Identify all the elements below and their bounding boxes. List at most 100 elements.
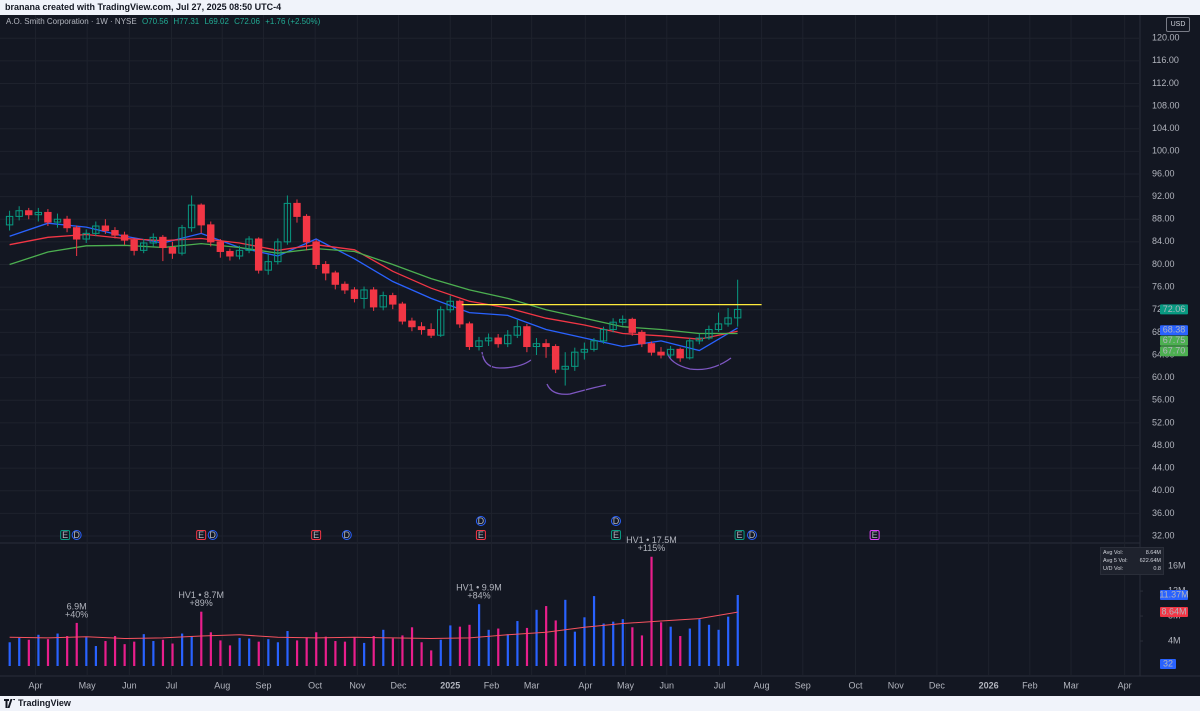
volume-bar (535, 609, 538, 666)
candle-body (302, 215, 311, 243)
event-label: D (73, 530, 80, 540)
logo (4, 699, 15, 708)
legend-open: O70.56 (141, 17, 169, 26)
volume-bar (190, 636, 193, 666)
candle-body (647, 343, 656, 353)
candle-body (513, 326, 522, 336)
y-tick-label: 44.00 (1152, 463, 1175, 473)
volume-average (9, 611, 738, 640)
volume-annotation: HV1 • 17.5M (626, 535, 677, 545)
volume-bar (18, 637, 21, 666)
candle-body (72, 227, 81, 240)
candle-body (178, 227, 186, 254)
price-badge (1160, 304, 1188, 315)
volume-bar (621, 619, 624, 666)
event-marker (60, 530, 71, 540)
candle-body (628, 318, 636, 333)
candle-body (408, 320, 416, 328)
candle-body (705, 329, 713, 339)
volume-annotation: HV1 • 9.9M (456, 583, 502, 593)
drawing-curve (481, 351, 532, 369)
stat-label: Avg 5 Vol: (1103, 558, 1128, 564)
symbol-title: A.O. Smith Corporation · 1W · NYSE (6, 17, 137, 26)
candle-body (561, 365, 569, 370)
price-badge-label: 68.38 (1163, 325, 1186, 335)
candle-body (216, 241, 225, 252)
candle-body (609, 321, 617, 331)
volume-change: +89% (190, 598, 213, 608)
y-tick-label: 40.00 (1152, 485, 1175, 495)
volume-bar (554, 620, 557, 666)
volume-bar (439, 639, 442, 666)
event-label: E (478, 530, 484, 540)
y-tick-label: 100.00 (1152, 146, 1180, 156)
x-tick-label: Sep (795, 680, 811, 690)
volume-bar (171, 643, 174, 666)
candle-body (571, 351, 579, 367)
candle-body (599, 329, 608, 342)
volume-bar (286, 631, 289, 666)
candle-body (226, 250, 234, 257)
legend: A.O. Smith Corporation · 1W · NYSE O70.5… (6, 17, 320, 26)
x-tick-label: Apr (578, 680, 592, 690)
volume-bar (113, 636, 117, 666)
x-tick-label: Dec (929, 680, 946, 690)
drawing-curve (546, 383, 607, 395)
currency-button[interactable]: USD (1166, 17, 1190, 32)
y-tick-label: 104.00 (1152, 123, 1180, 133)
x-tick-label: May (79, 680, 97, 690)
x-tick-label: Oct (848, 680, 863, 690)
candle-body (274, 241, 282, 263)
volume-bar (46, 639, 50, 666)
price-badge-label: 72.06 (1163, 304, 1186, 314)
candle-body (456, 300, 464, 325)
volume-bar (238, 637, 241, 666)
y-tick-label: 108.00 (1152, 100, 1180, 110)
volume-bar (497, 628, 500, 666)
x-tick-label: Apr (28, 680, 42, 690)
candle-body (34, 211, 43, 216)
candle-body (235, 249, 244, 257)
candle-body (111, 230, 119, 236)
y-tick-label: 32.00 (1152, 530, 1175, 540)
y-tick-label: 112.00 (1152, 78, 1179, 88)
volume-bar (8, 642, 11, 666)
candle-body (484, 337, 493, 342)
volume-bar (133, 641, 136, 666)
candle-body (82, 232, 90, 240)
volume-bar (410, 627, 414, 666)
candle-body (254, 238, 263, 271)
x-tick-label: Feb (1022, 680, 1038, 690)
volume-bar (315, 632, 318, 666)
event-marker (207, 530, 218, 540)
x-tick-label: Jul (166, 680, 178, 690)
candle-body (666, 348, 675, 356)
candle-body (53, 218, 62, 223)
volume-bar (650, 556, 653, 666)
candle-body (168, 247, 177, 254)
x-tick-label: Apr (1118, 680, 1132, 690)
candle-body (379, 295, 387, 308)
y-tick-label: 76.00 (1152, 281, 1175, 291)
candle-body (389, 295, 397, 305)
event-label: D (749, 530, 756, 540)
event-marker (475, 530, 486, 540)
event-marker (196, 530, 207, 540)
candle-body (638, 331, 646, 345)
candle-body (676, 348, 684, 359)
stat-row: Avg Vol: 8.64M (1103, 549, 1161, 557)
candle-body (187, 204, 196, 229)
stat-value: 8.64M (1145, 550, 1161, 556)
volume-bar (573, 631, 576, 666)
volume-bar (688, 628, 691, 666)
candle-body (130, 239, 138, 251)
volume-bar (612, 621, 615, 666)
x-tick-label: Oct (308, 680, 323, 690)
candle-body (523, 326, 531, 348)
volume-bar (219, 640, 222, 666)
x-tick-label: Mar (1063, 680, 1079, 690)
volume-bar (152, 641, 155, 666)
candle-body (15, 210, 23, 217)
candle-body (92, 225, 100, 234)
volume-bar (56, 633, 59, 666)
